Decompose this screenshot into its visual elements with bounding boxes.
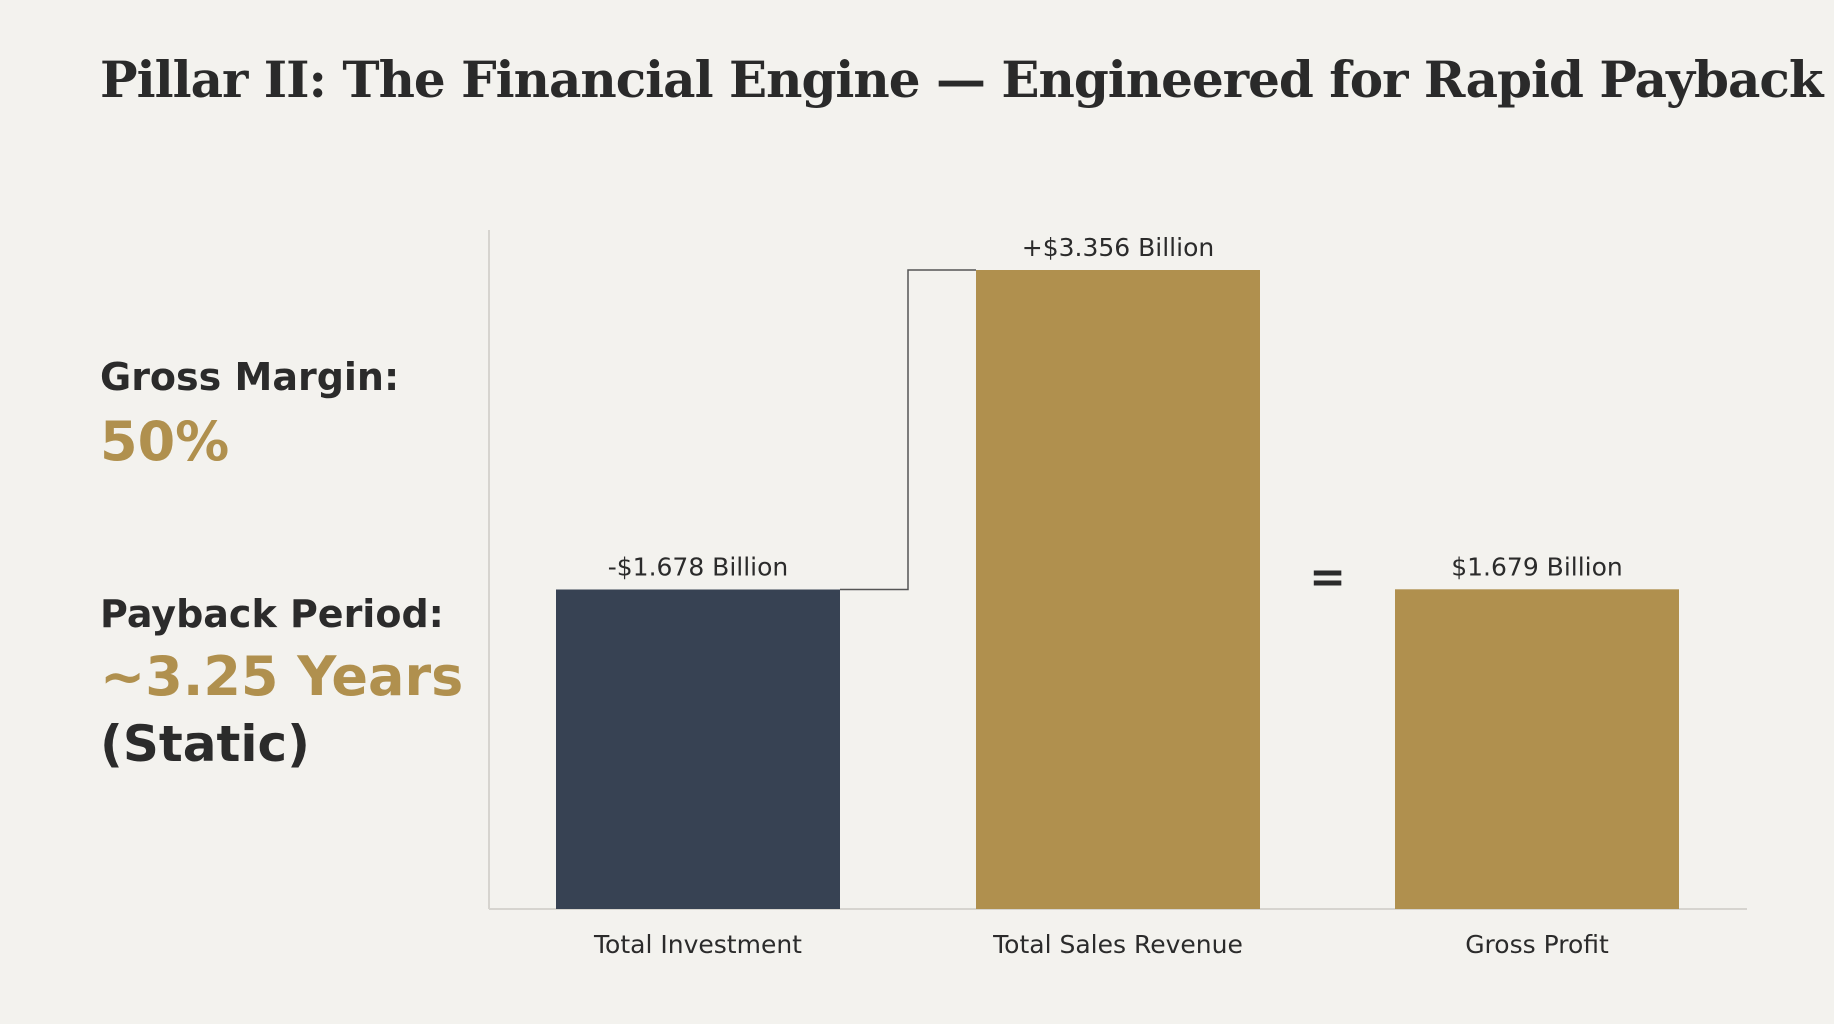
bar-total-investment <box>556 589 840 909</box>
bar-gross-profit <box>1395 589 1679 909</box>
x-tick-label: Total Investment <box>593 930 802 959</box>
page-title: Pillar II: The Financial Engine — Engine… <box>100 50 1823 109</box>
bar-total-sales-revenue <box>976 270 1260 909</box>
x-tick-label: Gross Profit <box>1465 930 1609 959</box>
payback-note: (Static) <box>100 715 311 773</box>
data-label: $1.679 Billion <box>1451 552 1623 581</box>
gross-margin-label: Gross Margin: <box>100 355 400 399</box>
payback-label: Payback Period: <box>100 592 444 636</box>
x-tick-label: Total Sales Revenue <box>992 930 1243 959</box>
data-label: +$3.356 Billion <box>1022 233 1214 262</box>
payback-value: ~3.25 Years <box>100 645 464 708</box>
equals-operator: = <box>1309 552 1346 603</box>
connector-line <box>840 269 976 591</box>
gross-margin-value: 50% <box>100 410 230 473</box>
data-label: -$1.678 Billion <box>608 553 789 582</box>
